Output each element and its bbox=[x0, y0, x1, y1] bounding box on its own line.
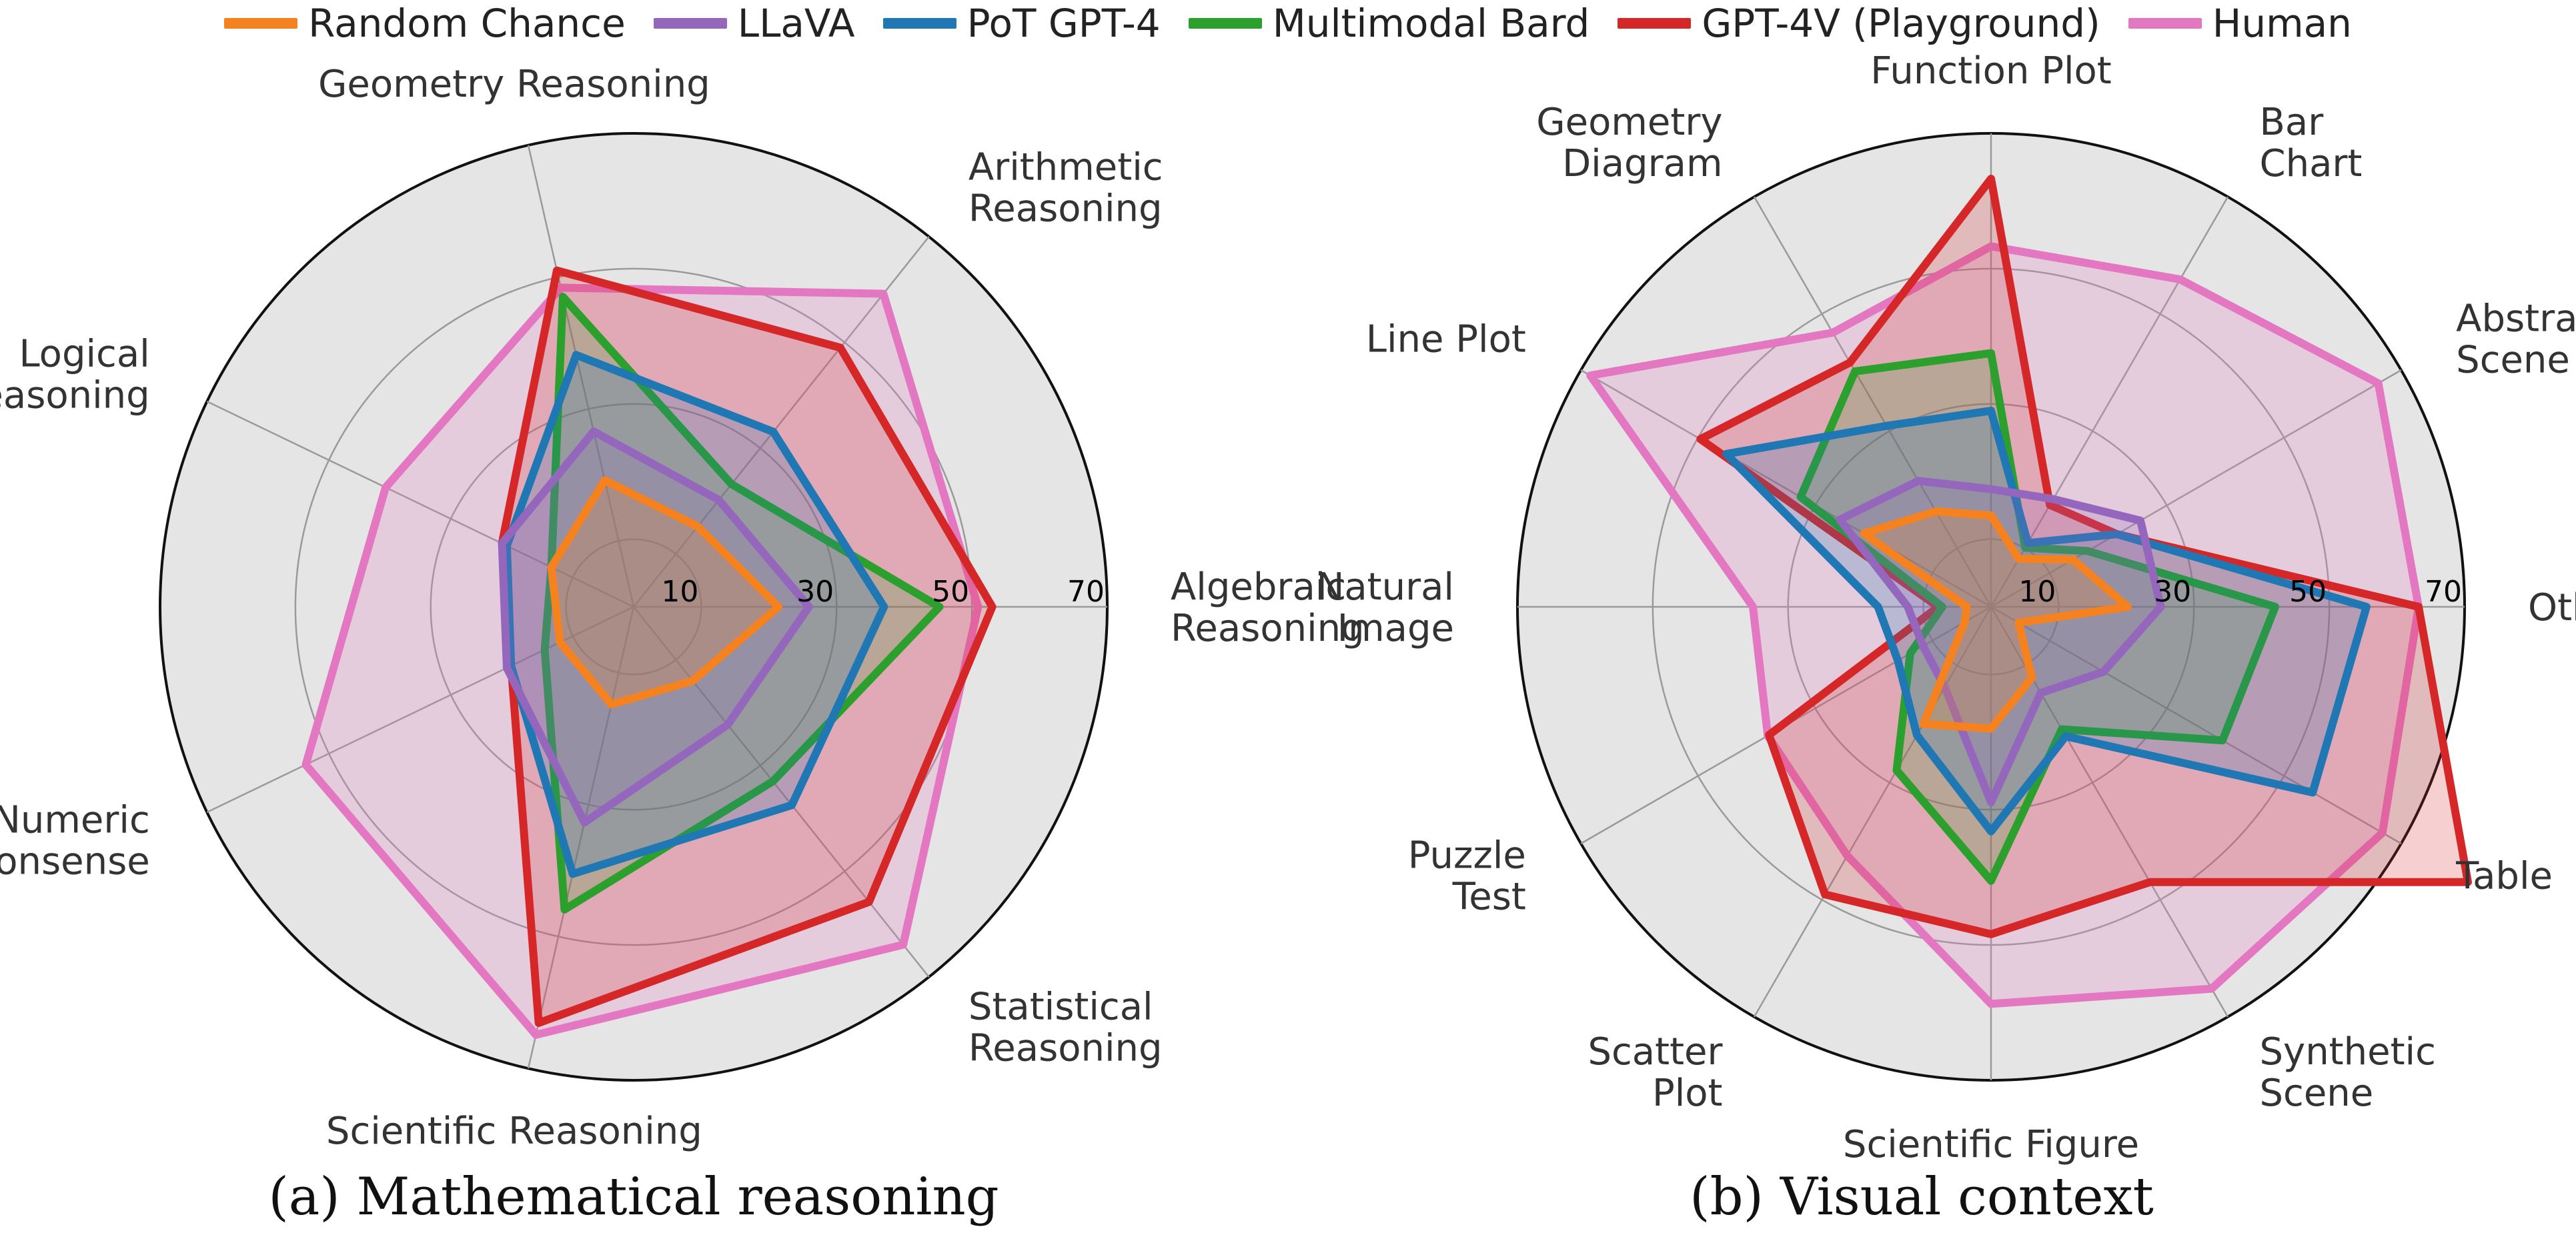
legend-swatch bbox=[1188, 18, 1262, 29]
radar-spoke bbox=[527, 145, 635, 607]
series-random-chance bbox=[547, 476, 783, 709]
axis-label-line: Geometry Reasoning bbox=[318, 63, 710, 106]
axis-label-line: Commonsense bbox=[0, 840, 150, 883]
axis-label-statistical-reasoning: Statistical Reasoning bbox=[969, 985, 1163, 1070]
axis-label-scientific-reasoning: Scientific Reasoning bbox=[326, 1110, 702, 1153]
axis-label-line: Scene bbox=[2456, 339, 2570, 382]
legend-label: LLaVA bbox=[737, 1, 855, 46]
legend-swatch bbox=[224, 18, 298, 29]
radial-tick-label: 50 bbox=[2289, 575, 2327, 609]
axis-label-line: Natural bbox=[1316, 565, 1454, 609]
axis-label-line: Other bbox=[2528, 586, 2576, 630]
axis-label-function-plot: Function Plot bbox=[1870, 49, 2112, 93]
radar-spoke bbox=[633, 236, 930, 607]
axis-label-line-plot: Line Plot bbox=[1366, 318, 1526, 361]
axis-label-line: Algebraic bbox=[1171, 565, 1346, 609]
radar-spoke bbox=[1753, 196, 1992, 607]
legend: Random Chance LLaVA PoT GPT-4 Multimodal Ba… bbox=[0, 0, 2576, 47]
series-human bbox=[1586, 242, 2423, 1008]
legend-swatch bbox=[2128, 18, 2202, 29]
axis-label-geometry-diagram: Geometry Diagram bbox=[1536, 101, 1722, 185]
axis-label-line: Reasoning bbox=[969, 187, 1163, 231]
axis-label-line: Arithmetic bbox=[969, 146, 1163, 189]
axis-label-logical-reasoning: LogicalReasoning bbox=[0, 333, 150, 417]
radial-tick-label: 10 bbox=[661, 575, 698, 609]
axis-label-line: Diagram bbox=[1562, 142, 1722, 185]
axis-label-line: Reasoning bbox=[969, 1026, 1163, 1070]
legend-label: PoT GPT-4 bbox=[967, 1, 1161, 46]
axis-label-line: Scatter bbox=[1587, 1030, 1723, 1074]
legend-swatch bbox=[1618, 18, 1692, 29]
series-multimodal-bard bbox=[540, 293, 944, 914]
series-human bbox=[301, 283, 983, 1039]
axis-label-line: Logical bbox=[19, 333, 149, 376]
axis-label-algebraic-reasoning: Algebraic Reasoning bbox=[1171, 565, 1365, 650]
axis-label-geometry-reasoning: Geometry Reasoning bbox=[318, 63, 710, 106]
legend-item-random-chance: Random Chance bbox=[224, 1, 626, 46]
axis-label-line: Statistical bbox=[969, 985, 1153, 1028]
caption-visual-context: (b) Visual context bbox=[1690, 1167, 2154, 1227]
axis-label-line: Abstract bbox=[2456, 297, 2576, 341]
axis-label-numeric-commonsense: NumericCommonsense bbox=[0, 798, 150, 883]
radar-spoke bbox=[1990, 369, 2402, 608]
legend-item-human: Human bbox=[2128, 1, 2352, 46]
axis-label-line: Geometry bbox=[1536, 101, 1722, 144]
legend-item-llava: LLaVA bbox=[653, 1, 855, 46]
axis-label-line: Function Plot bbox=[1870, 49, 2112, 93]
axis-label-puzzle-test: Puzzle Test bbox=[1408, 834, 1526, 919]
radial-tick-label: 70 bbox=[1067, 575, 1105, 609]
radial-tick-label: 30 bbox=[796, 575, 834, 609]
legend-label: Random Chance bbox=[308, 1, 626, 46]
axis-label-other: Other bbox=[2528, 586, 2576, 630]
axis-label-line: Numeric bbox=[0, 798, 150, 842]
caption-mathematical-reasoning: (a) Mathematical reasoning bbox=[268, 1167, 999, 1227]
radial-tick-label: 30 bbox=[2154, 575, 2191, 609]
axis-label-line: Bar bbox=[2260, 101, 2325, 144]
axis-label-line: Line Plot bbox=[1366, 318, 1526, 361]
radar-chart-visual-context: 10305070OtherAbstractSceneBarChartFuncti… bbox=[1316, 49, 2576, 1166]
axis-label-line: Scientific Reasoning bbox=[326, 1110, 702, 1153]
legend-label: Multimodal Bard bbox=[1272, 1, 1590, 46]
radar-spoke bbox=[633, 606, 930, 978]
series-random-chance bbox=[1860, 507, 2132, 733]
legend-label: Human bbox=[2212, 1, 2352, 46]
axis-label-abstract-scene: AbstractScene bbox=[2456, 297, 2576, 382]
axis-label-arithmetic-reasoning: Arithmetic Reasoning bbox=[969, 146, 1163, 231]
legend-item-multimodal-bard: Multimodal Bard bbox=[1188, 1, 1590, 46]
axis-label-synthetic-scene: Synthetic Scene bbox=[2260, 1030, 2436, 1115]
radar-spoke bbox=[1990, 605, 2402, 845]
axis-label-line: Scientific Figure bbox=[1843, 1123, 2139, 1166]
radar-spoke bbox=[206, 400, 634, 608]
legend-swatch bbox=[882, 18, 956, 29]
radar-spoke bbox=[527, 606, 635, 1069]
legend-item-pot-gpt-4: PoT GPT-4 bbox=[882, 1, 1161, 46]
axis-label-line: Reasoning bbox=[1171, 607, 1365, 650]
axis-label-natural-image: Natural Image bbox=[1316, 565, 1454, 650]
radial-tick-label: 10 bbox=[2018, 575, 2056, 609]
legend-item-gpt-4v-playground: GPT-4V (Playground) bbox=[1618, 1, 2100, 46]
axis-label-line: Scene bbox=[2260, 1072, 2374, 1115]
axis-label-line: Image bbox=[1337, 607, 1454, 650]
legend-label: GPT-4V (Playground) bbox=[1702, 1, 2100, 46]
radial-tick-label: 50 bbox=[932, 575, 969, 609]
axis-label-line: Test bbox=[1452, 876, 1526, 919]
axis-label-line: Reasoning bbox=[0, 374, 150, 417]
radial-tick-label: 70 bbox=[2425, 575, 2462, 609]
axis-label-line: Puzzle bbox=[1408, 834, 1526, 878]
legend-swatch bbox=[653, 18, 727, 29]
axis-label-table: Table bbox=[2455, 855, 2553, 898]
axis-label-line: Chart bbox=[2260, 142, 2363, 185]
radar-spoke bbox=[1753, 606, 1992, 1018]
axis-label-line: Table bbox=[2455, 855, 2553, 898]
axis-label-line: Synthetic bbox=[2260, 1030, 2436, 1074]
radar-spoke bbox=[1580, 369, 1992, 608]
axis-label-bar-chart: Bar Chart bbox=[2260, 101, 2363, 185]
axis-label-line: Plot bbox=[1652, 1072, 1723, 1115]
axis-label-scientific-figure: Scientific Figure bbox=[1843, 1123, 2139, 1166]
axis-label-scatter-plot: Scatter Plot bbox=[1587, 1030, 1723, 1115]
